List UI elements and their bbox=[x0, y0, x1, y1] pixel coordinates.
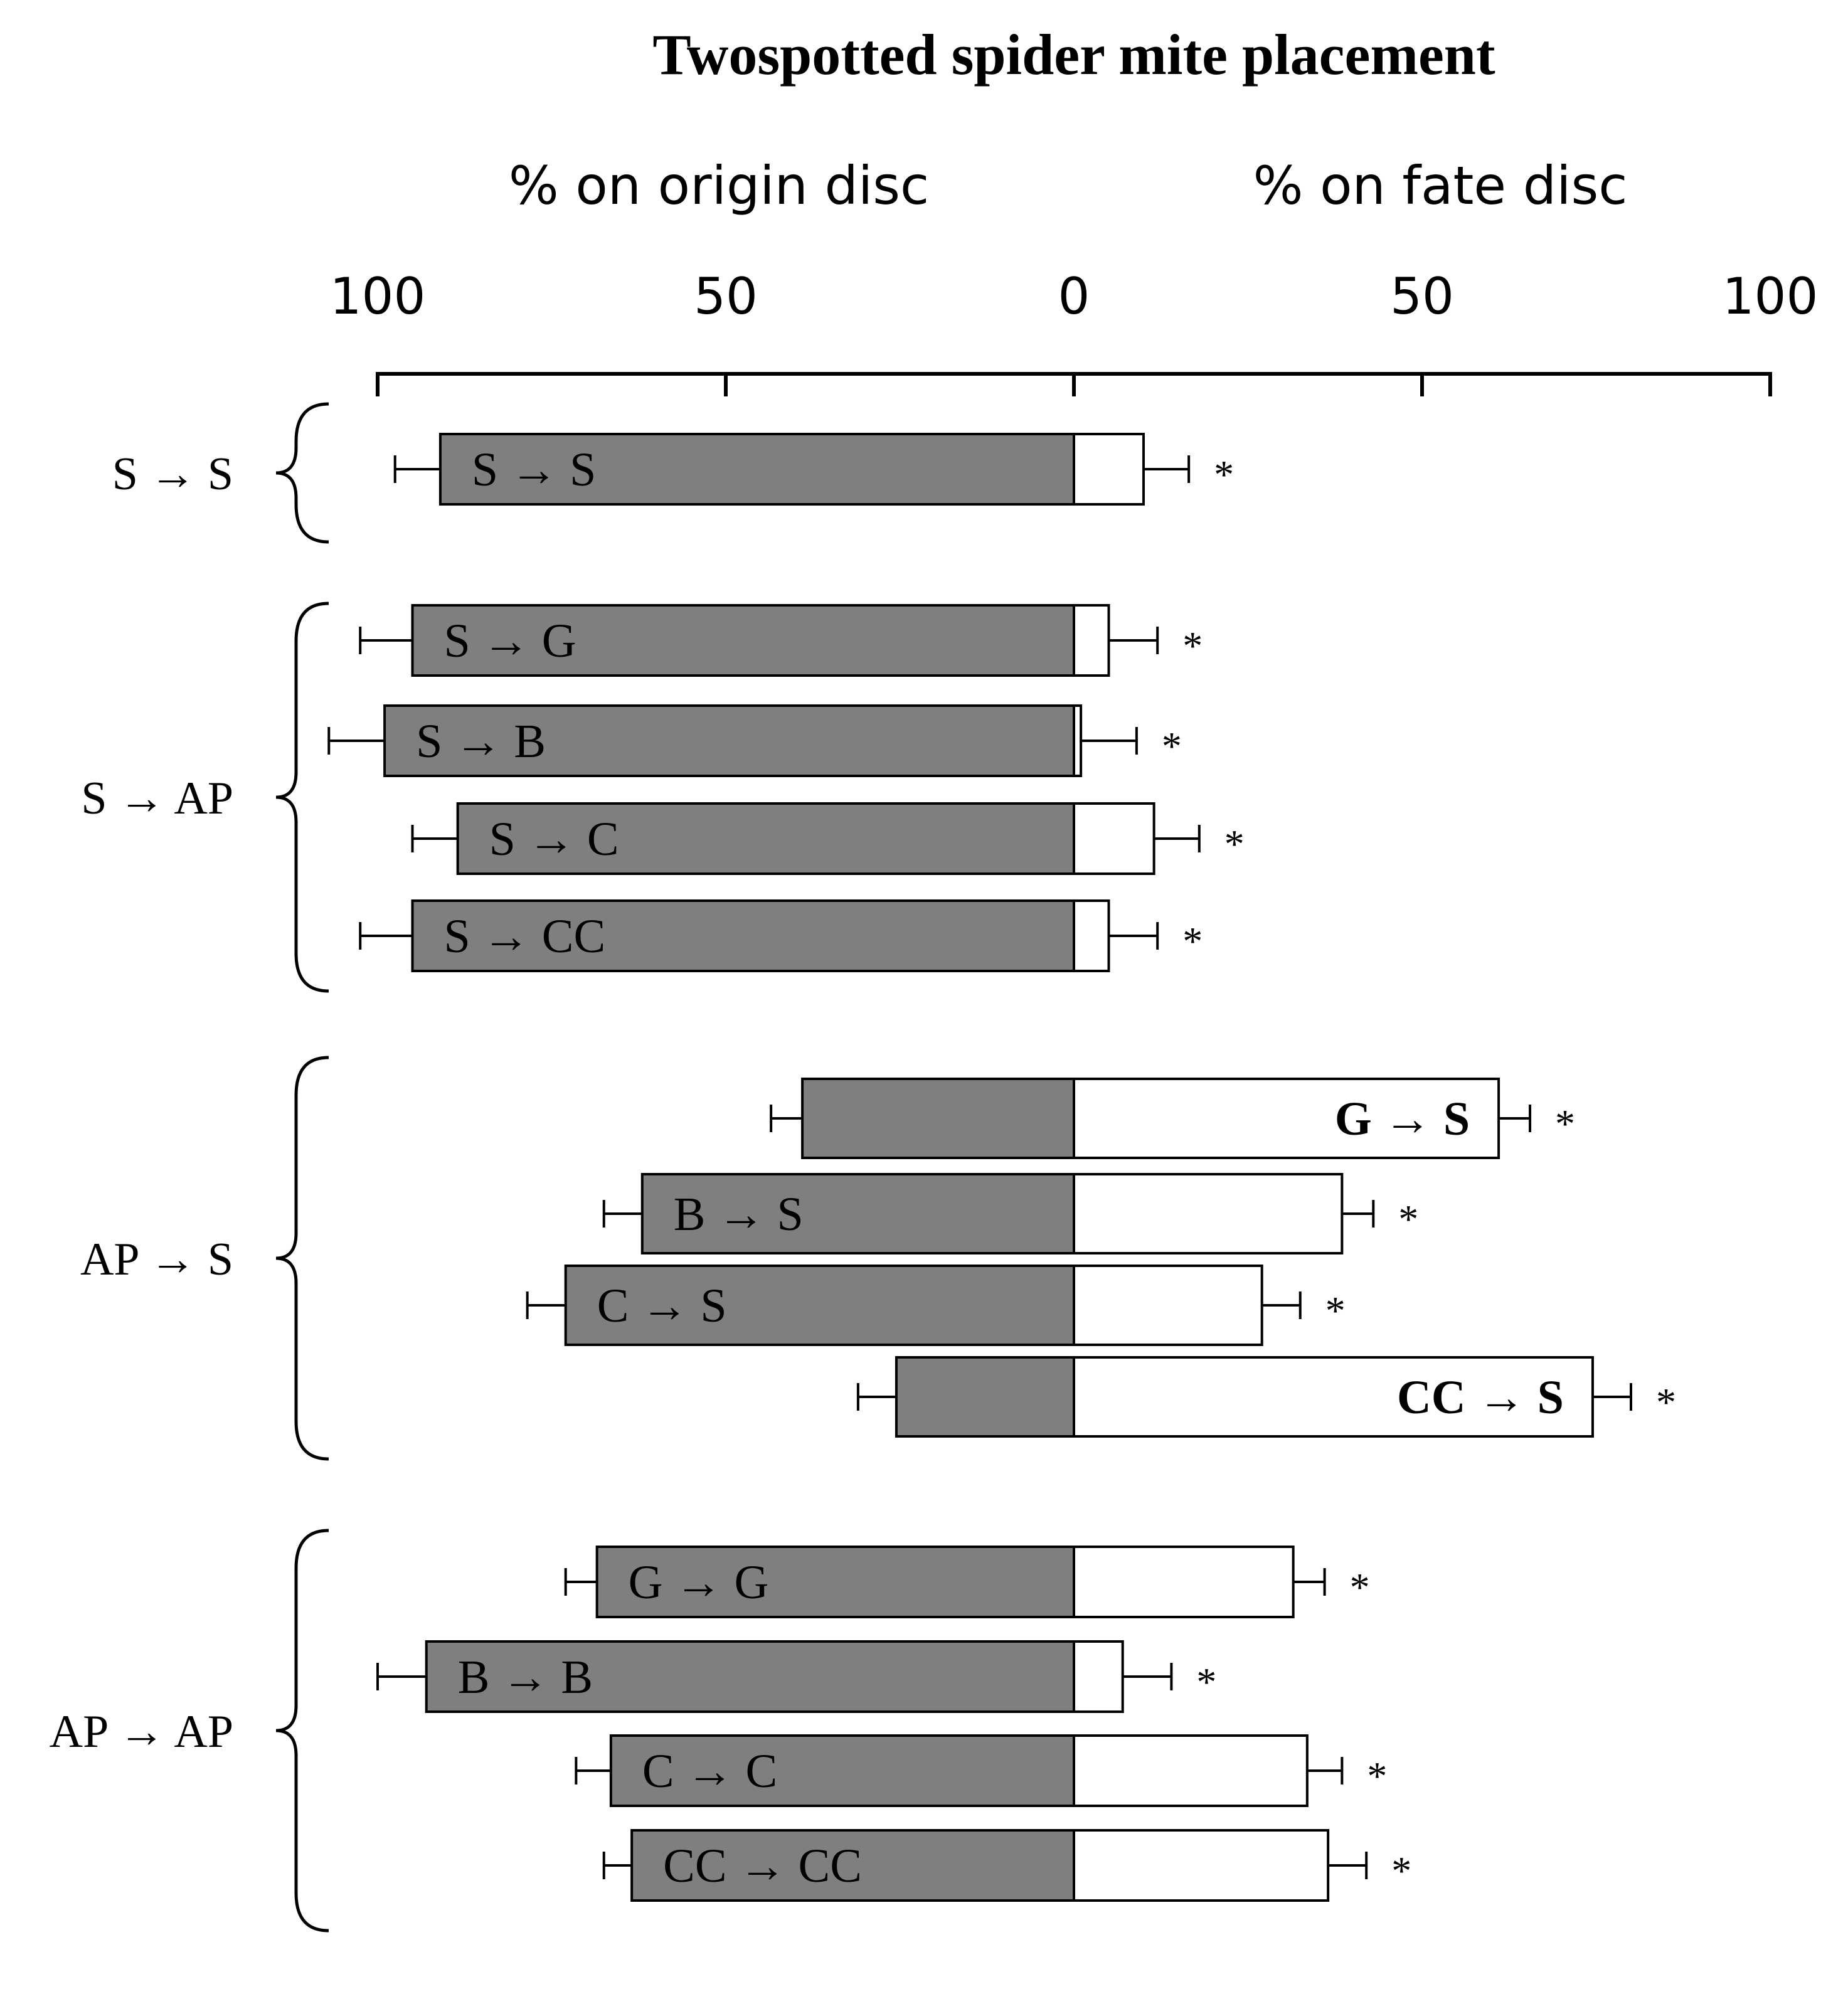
group-bracket bbox=[275, 1529, 329, 1933]
group-label: AP → AP bbox=[50, 1706, 233, 1758]
bar-label: C → S bbox=[597, 1280, 727, 1332]
bar-label: S → S bbox=[472, 443, 597, 496]
bar-label: G → G bbox=[629, 1556, 769, 1609]
group-label: S → S bbox=[112, 448, 233, 500]
x-tick-label: 100 bbox=[330, 267, 426, 326]
bar-label: CC → S bbox=[1397, 1371, 1564, 1424]
fate-bar bbox=[1073, 704, 1083, 777]
fate-bar bbox=[1073, 1829, 1330, 1902]
significance-mark: * bbox=[1656, 1380, 1676, 1424]
significance-mark: * bbox=[1162, 724, 1182, 768]
bar-label: S → B bbox=[416, 715, 546, 768]
origin-axis-label: % on origin disc bbox=[509, 155, 929, 216]
significance-mark: * bbox=[1196, 1660, 1216, 1704]
bar-label: B → B bbox=[458, 1651, 593, 1704]
group-label: AP → S bbox=[80, 1234, 233, 1285]
significance-mark: * bbox=[1555, 1101, 1575, 1146]
origin-bar bbox=[564, 1265, 1075, 1346]
origin-bar bbox=[801, 1078, 1075, 1159]
bar-label: B → S bbox=[674, 1188, 804, 1241]
significance-mark: * bbox=[1182, 919, 1203, 963]
group-brackets: S → S S → AP AP → S AP → AP bbox=[50, 402, 329, 1933]
significance-mark: * bbox=[1391, 1848, 1411, 1893]
fate-bar bbox=[1073, 1734, 1309, 1807]
group-bracket bbox=[275, 1056, 329, 1461]
fate-bar bbox=[1073, 1173, 1344, 1254]
significance-mark: * bbox=[1182, 623, 1203, 668]
x-tick-label: 0 bbox=[1058, 267, 1090, 326]
bar-label: G → S bbox=[1335, 1093, 1470, 1145]
bar-label: S → C bbox=[489, 813, 619, 866]
fate-bar bbox=[1073, 604, 1110, 677]
fate-bar bbox=[1073, 802, 1155, 875]
origin-bar bbox=[640, 1173, 1075, 1254]
significance-mark: * bbox=[1214, 452, 1234, 497]
significance-mark: * bbox=[1325, 1288, 1346, 1333]
fate-bar bbox=[1073, 1546, 1295, 1618]
fate-bar bbox=[1073, 1265, 1263, 1346]
origin-bar bbox=[609, 1734, 1075, 1807]
significance-mark: * bbox=[1367, 1754, 1387, 1798]
fate-axis-label: % on fate disc bbox=[1253, 155, 1628, 216]
origin-bar bbox=[438, 433, 1075, 506]
bar-label: S → G bbox=[444, 615, 576, 667]
fate-bar bbox=[1073, 899, 1110, 972]
fate-bar bbox=[1073, 1078, 1500, 1159]
significance-mark: * bbox=[1224, 822, 1245, 866]
group-label: S → AP bbox=[81, 773, 233, 824]
fate-bar bbox=[1073, 1640, 1124, 1713]
chart-title: Twospotted spider mite placement bbox=[652, 23, 1495, 87]
bar-label: CC → CC bbox=[663, 1840, 862, 1892]
origin-bar bbox=[425, 1640, 1076, 1713]
fate-bar bbox=[1073, 433, 1145, 506]
group-bracket bbox=[275, 402, 329, 544]
bars: * S → S * S → G * S → B * S → C * S → CC * G → S * B … bbox=[327, 433, 1676, 1902]
x-tick-label: 50 bbox=[1390, 267, 1454, 326]
fate-bar bbox=[1073, 1356, 1594, 1438]
significance-mark: * bbox=[1398, 1197, 1418, 1241]
origin-bar bbox=[456, 802, 1075, 875]
origin-bar bbox=[895, 1356, 1075, 1438]
significance-mark: * bbox=[1350, 1565, 1370, 1610]
x-axis: 100 50 0 50 100 bbox=[330, 267, 1819, 396]
x-tick-label: 50 bbox=[694, 267, 758, 326]
group-bracket bbox=[275, 602, 329, 993]
origin-bar bbox=[383, 704, 1075, 777]
bar-label: S → CC bbox=[444, 910, 606, 963]
origin-bar bbox=[411, 899, 1075, 972]
bar-label: C → C bbox=[642, 1745, 777, 1798]
x-tick-label: 100 bbox=[1723, 267, 1819, 326]
